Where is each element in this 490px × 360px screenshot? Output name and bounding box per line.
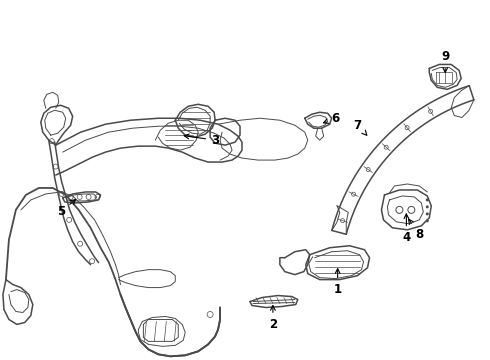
Circle shape xyxy=(426,206,429,208)
Circle shape xyxy=(426,219,429,222)
Text: 2: 2 xyxy=(269,306,277,331)
Text: 6: 6 xyxy=(323,112,340,125)
Text: 1: 1 xyxy=(334,269,342,296)
Text: 5: 5 xyxy=(56,199,75,219)
Text: 4: 4 xyxy=(402,214,411,244)
Circle shape xyxy=(426,198,429,201)
Circle shape xyxy=(426,212,429,215)
Text: 3: 3 xyxy=(184,134,219,147)
Text: 9: 9 xyxy=(441,50,449,72)
Text: 7: 7 xyxy=(353,119,367,135)
Text: 8: 8 xyxy=(409,219,423,241)
